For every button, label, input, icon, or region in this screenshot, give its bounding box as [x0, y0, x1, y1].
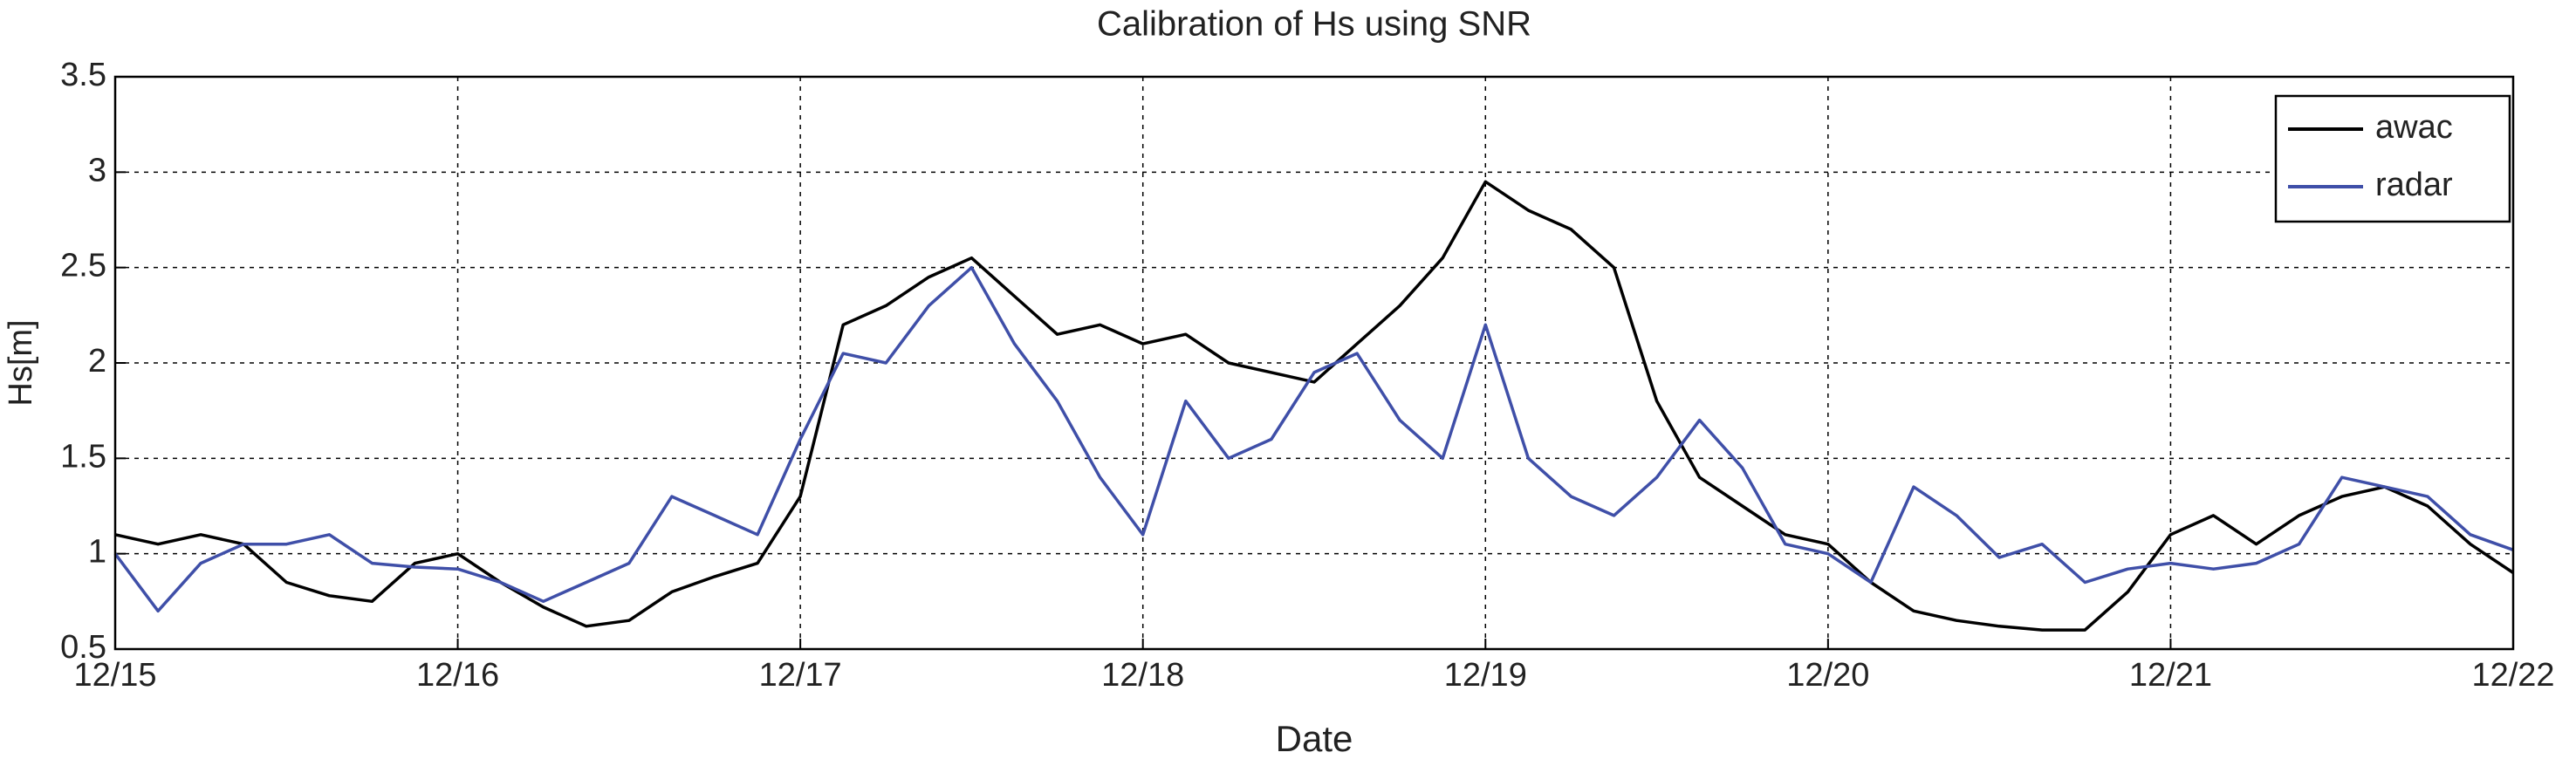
y-tick-label: 1 [88, 534, 106, 571]
y-tick-label: 2.5 [60, 248, 106, 284]
plot-frame [113, 75, 2515, 651]
chart-title: Calibration of Hs using SNR [1097, 5, 1531, 44]
data-line [114, 180, 2514, 632]
y-tick-label: 0.5 [60, 629, 106, 666]
legend-label: radar [2375, 167, 2453, 203]
x-tick-label: 12/16 [416, 657, 499, 694]
x-tick-label: 12/18 [1101, 657, 1184, 694]
x-tick-label: 12/20 [1786, 657, 1869, 694]
x-tick-label: 12/15 [73, 657, 156, 694]
x-tick-label: 12/22 [2471, 657, 2554, 694]
x-axis-label: Date [1276, 718, 1353, 759]
y-tick-label: 3 [88, 152, 106, 188]
y-axis-label: Hs[m] [3, 319, 39, 406]
x-tick-label: 12/17 [759, 657, 842, 694]
legend-label: awac [2375, 109, 2453, 146]
legend-box [2274, 94, 2511, 223]
y-tick-label: 2 [88, 343, 106, 380]
x-tick-label: 12/19 [1444, 657, 1527, 694]
data-line [113, 265, 2514, 613]
y-tick-label: 1.5 [60, 438, 106, 475]
y-tick-label: 3.5 [60, 57, 106, 93]
x-tick-label: 12/21 [2129, 657, 2212, 694]
